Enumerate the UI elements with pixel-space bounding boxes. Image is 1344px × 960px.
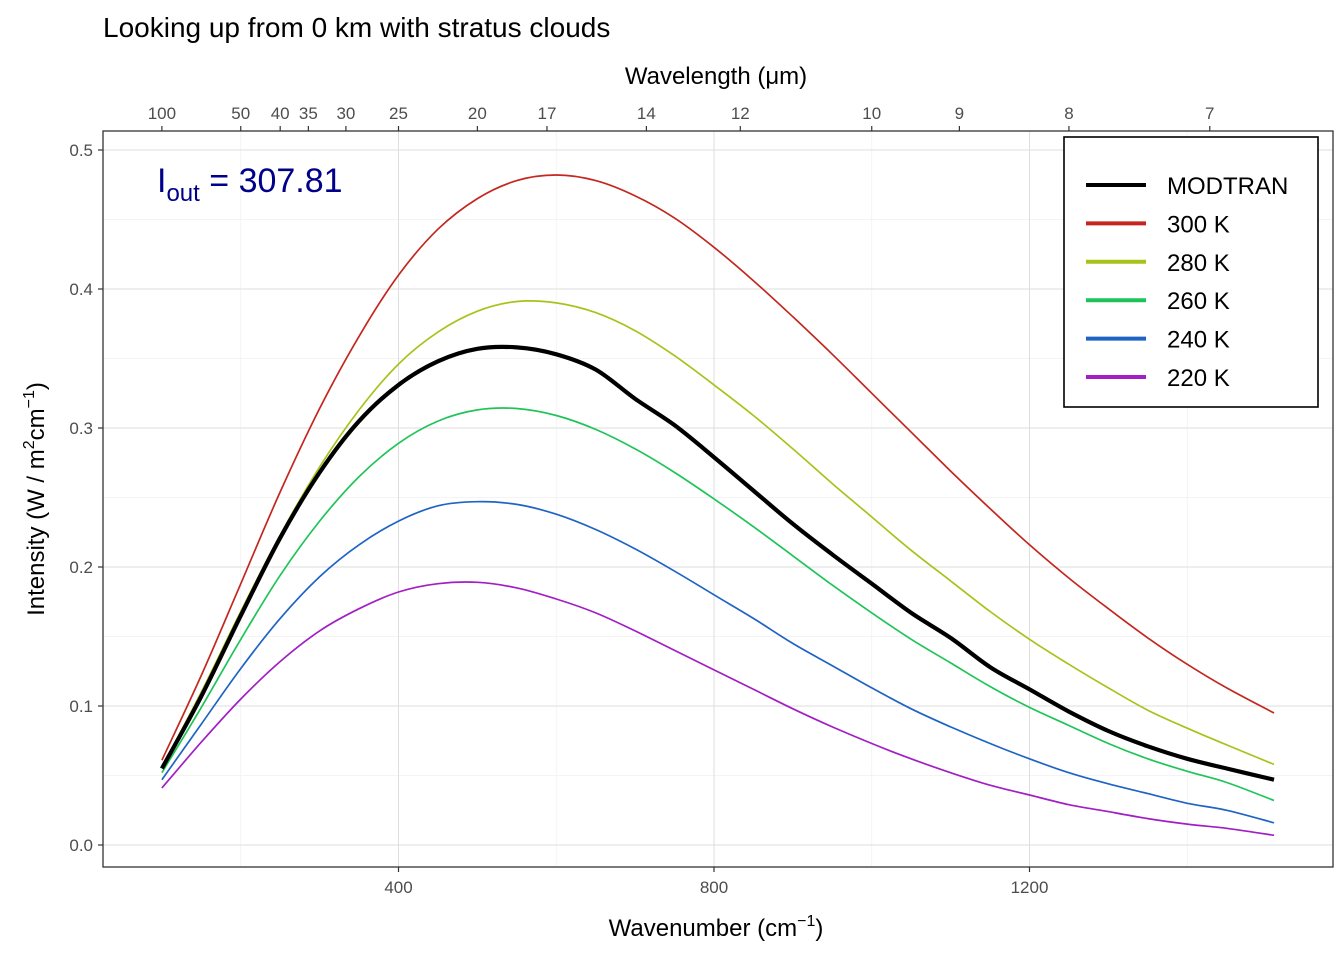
top-tick-label: 40	[271, 104, 290, 123]
legend: MODTRAN 300 K 280 K 260 K 240 K 220 K	[1063, 136, 1319, 408]
series-line-220-k	[161, 581, 1275, 837]
y-tick-label: 0.4	[69, 280, 93, 299]
legend-box	[1063, 136, 1319, 408]
top-tick-label: 30	[336, 104, 355, 123]
y-tick-label: 0.3	[69, 419, 93, 438]
top-tick-label: 10	[862, 104, 881, 123]
legend-label-260-k: 260 K	[1167, 288, 1230, 315]
x-tick-label: 1200	[1011, 878, 1049, 897]
top-tick-label: 8	[1064, 104, 1073, 123]
top-tick-label: 100	[148, 104, 176, 123]
top-tick-label: 17	[538, 104, 557, 123]
top-tick-label: 25	[389, 104, 408, 123]
series-line-280-k	[161, 299, 1275, 768]
legend-label-220-k: 220 K	[1167, 365, 1230, 392]
x-tick-label: 400	[384, 878, 412, 897]
top-tick-label: 35	[299, 104, 318, 123]
iout-annotation: Iout = 307.81	[157, 162, 343, 207]
y-tick-label: 0.2	[69, 558, 93, 577]
x-axis-title: Wavenumber (cm−1)	[609, 913, 824, 942]
legend-items: MODTRAN 300 K 280 K 260 K 240 K 220 K	[1086, 173, 1288, 392]
x-axis-title-exponent: −1	[797, 913, 815, 930]
y-axis-title: Intensity (W / m2cm−1)	[21, 382, 50, 616]
legend-label-280-k: 280 K	[1167, 250, 1230, 277]
grid-major	[103, 131, 1333, 867]
y-tick-label: 0.1	[69, 697, 93, 716]
y-tick-label: 0.0	[69, 836, 93, 855]
top-axis-title: Wavelength (μm)	[625, 63, 807, 90]
top-tick-label: 20	[468, 104, 487, 123]
top-tick-label: 50	[231, 104, 250, 123]
top-tick-label: 7	[1205, 104, 1214, 123]
x-tick-label: 800	[700, 878, 728, 897]
series-layer	[160, 174, 1275, 837]
top-tick-label: 9	[955, 104, 964, 123]
series-line-300-k	[161, 174, 1275, 761]
x-axis: 400 800 1200	[384, 867, 1048, 897]
series-line-modtran	[160, 344, 1275, 782]
top-tick-label: 12	[731, 104, 750, 123]
top-tick-label: 14	[637, 104, 656, 123]
top-axis: 100 50 40 35 30 25 20 17 14 12 10 9 8 7	[148, 104, 1215, 131]
legend-label-240-k: 240 K	[1167, 327, 1230, 354]
legend-label-300-k: 300 K	[1167, 211, 1230, 238]
y-axis: 0.0 0.1 0.2 0.3 0.4 0.5	[69, 141, 103, 855]
series-line-240-k	[161, 500, 1275, 824]
plot-panel-border	[102, 130, 1334, 868]
series-line-260-k	[161, 407, 1275, 802]
y-tick-label: 0.5	[69, 141, 93, 160]
chart-title: Looking up from 0 km with stratus clouds	[103, 12, 610, 43]
legend-label-modtran: MODTRAN	[1167, 173, 1288, 200]
